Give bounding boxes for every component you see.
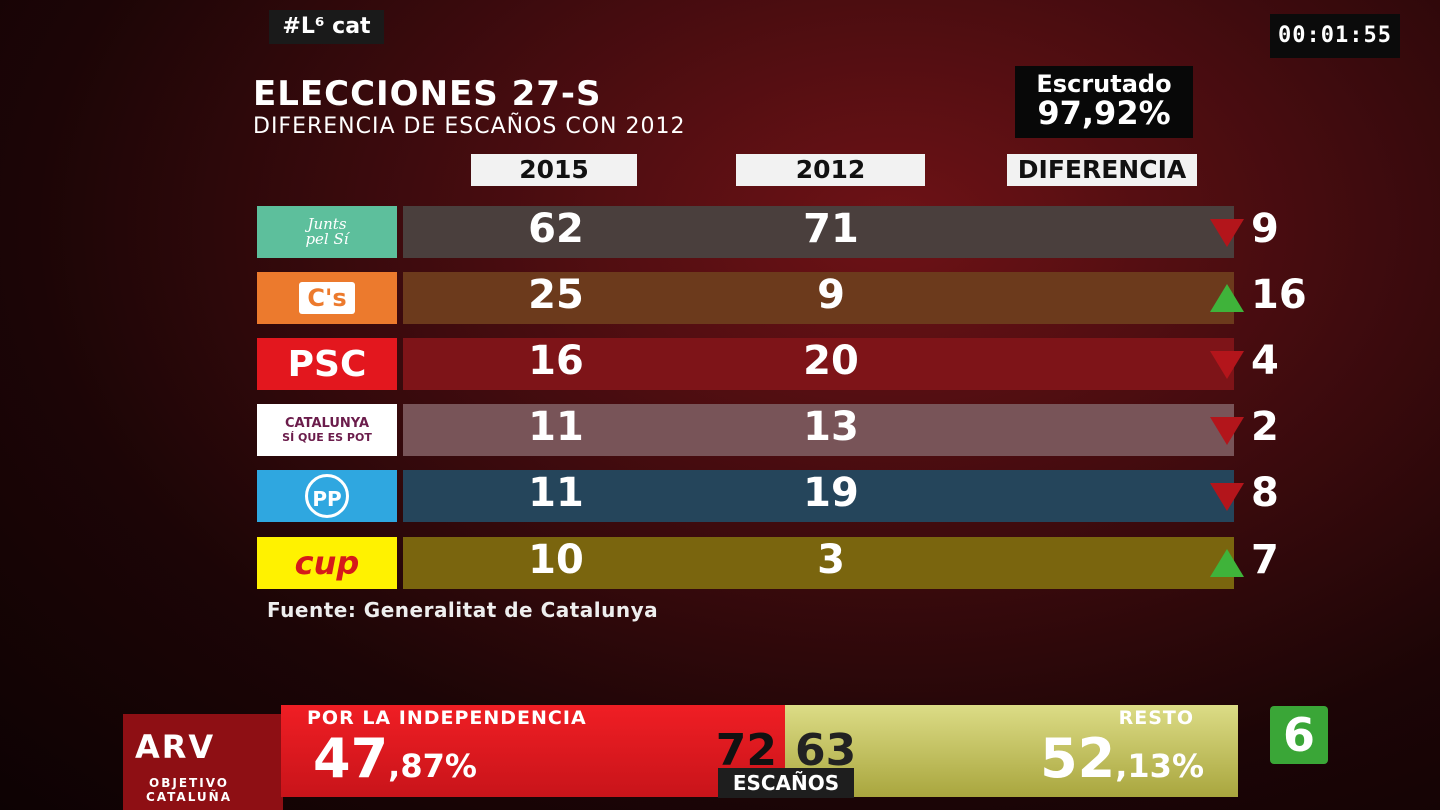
party-logo: C's [257, 272, 397, 324]
arrow-down-icon [1210, 417, 1244, 445]
program-logo-text: ARV [135, 728, 216, 766]
seats-2015: 11 [528, 470, 584, 516]
seats-2015: 25 [528, 272, 584, 318]
row-band: 10 3 7 [403, 537, 1279, 589]
rest-percent: 52,13% [1040, 727, 1204, 790]
page-subtitle: DIFERENCIA DE ESCAÑOS CON 2012 [253, 114, 686, 139]
seat-difference: 9 [1251, 206, 1279, 252]
hashtag-badge: #L⁶ cat [269, 10, 384, 44]
seats-2015: 16 [528, 338, 584, 384]
row-band: 62 71 9 [403, 206, 1279, 258]
party-logo-text: cup [294, 544, 360, 582]
row-band: 25 9 16 [403, 272, 1307, 324]
independence-percent: 47,87% [313, 727, 477, 790]
rest-label: RESTO [1118, 707, 1194, 729]
source-note: Fuente: Generalitat de Catalunya [267, 598, 659, 622]
seats-2015: 10 [528, 537, 584, 583]
seats-2015: 11 [528, 404, 584, 450]
seat-difference: 4 [1251, 338, 1279, 384]
table-row: cup 10 3 7 [257, 537, 1279, 589]
arrow-down-icon [1210, 351, 1244, 379]
party-logo: PP [257, 470, 397, 522]
party-logo: CATALUNYA SÍ QUE ES POT [257, 404, 397, 456]
party-logo-text: PSC [287, 343, 367, 385]
arrow-up-icon [1210, 549, 1244, 577]
rest-seats: 63 [795, 725, 857, 776]
escrutado-box: Escrutado 97,92% [1015, 66, 1193, 138]
independence-label: POR LA INDEPENDENCIA [307, 707, 587, 729]
program-logo: ARV OBJETIVO CATALUÑA [123, 714, 283, 810]
party-logo: cup [257, 537, 397, 589]
party-logo-text: SÍ QUE ES POT [282, 431, 372, 444]
row-band: 11 13 2 [403, 404, 1279, 456]
table-row: PSC 16 20 4 [257, 338, 1279, 390]
arrow-down-icon [1210, 483, 1244, 511]
seats-2012: 9 [817, 272, 845, 318]
seats-2012: 13 [803, 404, 859, 450]
seats-2012: 71 [803, 206, 859, 252]
party-logo-text: PP [305, 474, 349, 518]
seats-label: ESCAÑOS [718, 768, 854, 798]
independence-seats: 72 [715, 725, 777, 776]
table-row: PP 11 19 8 [257, 470, 1279, 522]
table-row: C's 25 9 16 [257, 272, 1307, 324]
row-band: 11 19 8 [403, 470, 1279, 522]
party-logo: Junts pel Sí [257, 206, 397, 258]
seats-2015: 62 [528, 206, 584, 252]
table-row: Junts pel Sí 62 71 9 [257, 206, 1279, 258]
arrow-down-icon [1210, 219, 1244, 247]
column-header-diferencia: DIFERENCIA [1007, 154, 1197, 186]
seat-difference: 7 [1251, 537, 1279, 583]
rest-bar: 63 RESTO 52,13% [785, 705, 1238, 797]
escrutado-label: Escrutado [1036, 70, 1172, 98]
party-logo-text: Junts pel Sí [305, 215, 349, 248]
page-title: ELECCIONES 27-S [253, 74, 602, 114]
arrow-up-icon [1210, 284, 1244, 312]
party-logo-text: CATALUNYA [285, 416, 369, 431]
row-band: 16 20 4 [403, 338, 1279, 390]
party-logo: PSC [257, 338, 397, 390]
seats-2012: 3 [817, 537, 845, 583]
escrutado-value: 97,92% [1037, 94, 1171, 132]
independence-bar: POR LA INDEPENDENCIA 47,87% 72 [281, 705, 785, 797]
column-header-2012: 2012 [736, 154, 925, 186]
elapsed-clock: 00:01:55 [1270, 14, 1400, 58]
seats-2012: 19 [803, 470, 859, 516]
party-logo-text: C's [299, 282, 355, 314]
table-row: CATALUNYA SÍ QUE ES POT 11 13 2 [257, 404, 1279, 456]
program-logo-subtitle: OBJETIVO CATALUÑA [146, 776, 232, 804]
seats-2012: 20 [803, 338, 859, 384]
seat-difference: 2 [1251, 404, 1279, 450]
seat-difference: 8 [1251, 470, 1279, 516]
channel-logo-icon: 6 [1270, 706, 1328, 764]
seat-difference: 16 [1251, 272, 1307, 318]
column-header-2015: 2015 [471, 154, 637, 186]
